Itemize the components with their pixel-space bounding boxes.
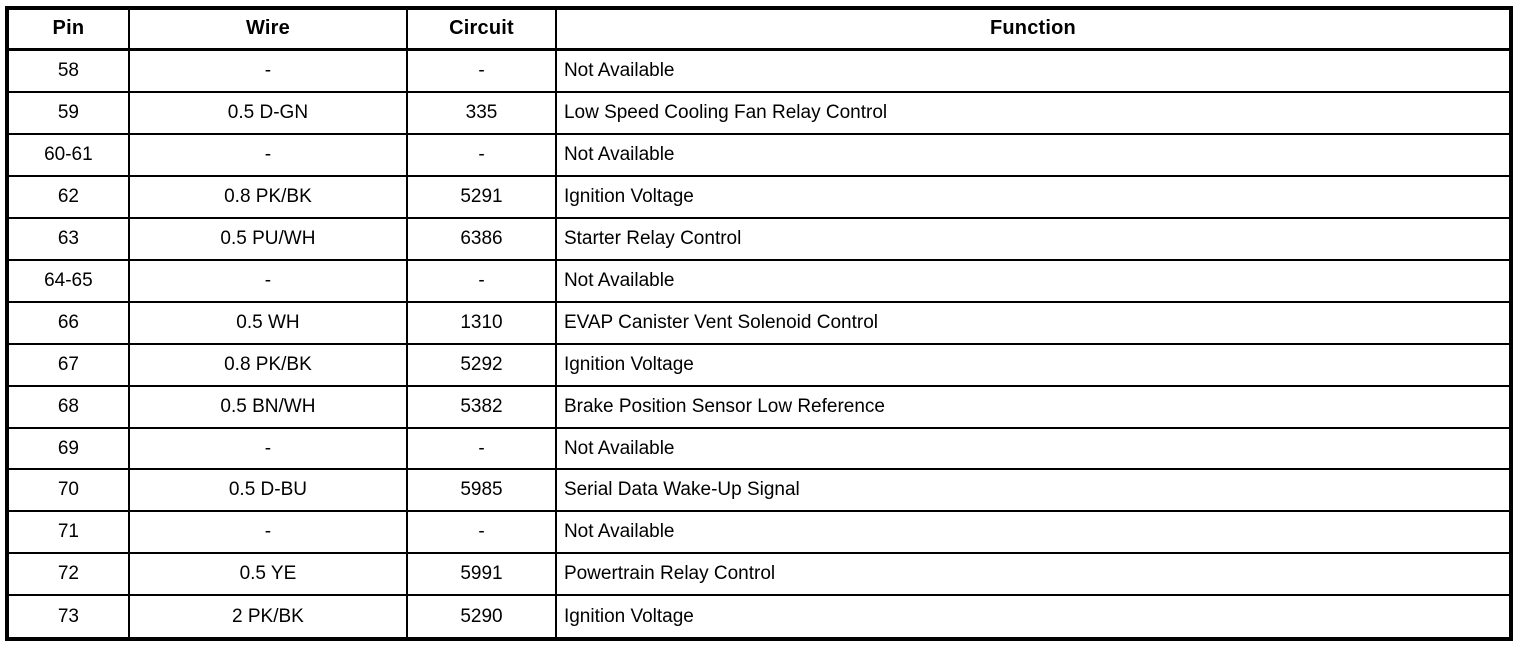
table-cell: Not Available	[554, 510, 1513, 555]
table-cell: 0.8 PK/BK	[127, 342, 409, 387]
table-cell: 0.5 PU/WH	[127, 216, 409, 261]
table-cell: Not Available	[554, 48, 1513, 93]
table-cell: -	[127, 48, 409, 93]
table-cell: -	[406, 426, 557, 471]
table-cell: 64-65	[6, 258, 130, 303]
column-header-wire: Wire	[127, 7, 409, 51]
column-header-circuit: Circuit	[406, 7, 557, 51]
table-cell: 58	[6, 48, 130, 93]
table-row: 66 0.5 WH 1310 EVAP Canister Vent Solenoid …	[6, 300, 1513, 345]
table-cell: 2 PK/BK	[127, 594, 409, 640]
table-cell: 1310	[406, 300, 557, 345]
table-cell: 72	[6, 552, 130, 597]
table-row: 58- - Not Available	[6, 48, 1513, 93]
table-cell: -	[406, 48, 557, 93]
table-cell: 5290	[406, 594, 557, 640]
table-cell: -	[127, 510, 409, 555]
table-cell: 73	[6, 594, 130, 640]
table-cell: Not Available	[554, 426, 1513, 471]
pinout-table: Pin Wire Circuit Function 58- - Not Availa…	[5, 6, 1513, 641]
table-cell: 0.5 D-GN	[127, 90, 409, 135]
table-cell: Starter Relay Control	[554, 216, 1513, 261]
table-cell: -	[127, 426, 409, 471]
table-cell: 60-61	[6, 132, 130, 177]
table-cell: Ignition Voltage	[554, 342, 1513, 387]
table-cell: -	[406, 132, 557, 177]
table-cell: 62	[6, 174, 130, 219]
table-row: 60-61- - Not Available	[6, 132, 1513, 177]
table-cell: 5382	[406, 384, 557, 429]
pinout-table-body: 58- - Not Available 59 0.5 D-GN 335 Low Speed …	[6, 48, 1513, 640]
table-row: 68 0.5 BN/WH 5382 Brake Position Sensor Low…	[6, 384, 1513, 429]
table-cell: 5291	[406, 174, 557, 219]
table-cell: 63	[6, 216, 130, 261]
table-cell: 335	[406, 90, 557, 135]
table-row: 67 0.8 PK/BK 5292 Ignition Voltage	[6, 342, 1513, 387]
table-cell: 6386	[406, 216, 557, 261]
table-cell: Brake Position Sensor Low Reference	[554, 384, 1513, 429]
table-row: 63 0.5 PU/WH 6386 Starter Relay Control	[6, 216, 1513, 261]
table-cell: 5292	[406, 342, 557, 387]
table-row: 70 0.5 D-BU 5985 Serial Data Wake-Up Signal	[6, 468, 1513, 513]
table-cell: 66	[6, 300, 130, 345]
table-cell: 0.8 PK/BK	[127, 174, 409, 219]
table-cell: Powertrain Relay Control	[554, 552, 1513, 597]
table-cell: 5985	[406, 468, 557, 513]
table-cell: 70	[6, 468, 130, 513]
table-row: 69- - Not Available	[6, 426, 1513, 471]
table-cell: Ignition Voltage	[554, 594, 1513, 640]
table-cell: 67	[6, 342, 130, 387]
table-row: 59 0.5 D-GN 335 Low Speed Cooling Fan Relay…	[6, 90, 1513, 135]
table-row: 62 0.8 PK/BK 5291 Ignition Voltage	[6, 174, 1513, 219]
table-cell: 71	[6, 510, 130, 555]
table-cell: 0.5 D-BU	[127, 468, 409, 513]
table-cell: Not Available	[554, 132, 1513, 177]
table-cell: -	[127, 258, 409, 303]
pinout-table-header: Pin Wire Circuit Function	[6, 7, 1513, 51]
table-cell: 0.5 YE	[127, 552, 409, 597]
table-cell: -	[127, 132, 409, 177]
table-cell: Not Available	[554, 258, 1513, 303]
table-cell: -	[406, 510, 557, 555]
table-row: 64-65- - Not Available	[6, 258, 1513, 303]
table-cell: Ignition Voltage	[554, 174, 1513, 219]
header-row: Pin Wire Circuit Function	[6, 7, 1513, 51]
table-cell: -	[406, 258, 557, 303]
table-row: 73 2 PK/BK 5290 Ignition Voltage	[6, 594, 1513, 640]
column-header-function: Function	[554, 7, 1513, 51]
table-cell: 59	[6, 90, 130, 135]
table-cell: Low Speed Cooling Fan Relay Control	[554, 90, 1513, 135]
pinout-table-container: Pin Wire Circuit Function 58- - Not Availa…	[5, 6, 1513, 641]
table-cell: EVAP Canister Vent Solenoid Control	[554, 300, 1513, 345]
table-row: 71- - Not Available	[6, 510, 1513, 555]
table-row: 72 0.5 YE 5991 Powertrain Relay Control	[6, 552, 1513, 597]
column-header-pin: Pin	[6, 7, 130, 51]
table-cell: 69	[6, 426, 130, 471]
table-cell: 5991	[406, 552, 557, 597]
table-cell: 0.5 WH	[127, 300, 409, 345]
table-cell: 0.5 BN/WH	[127, 384, 409, 429]
table-cell: Serial Data Wake-Up Signal	[554, 468, 1513, 513]
table-cell: 68	[6, 384, 130, 429]
